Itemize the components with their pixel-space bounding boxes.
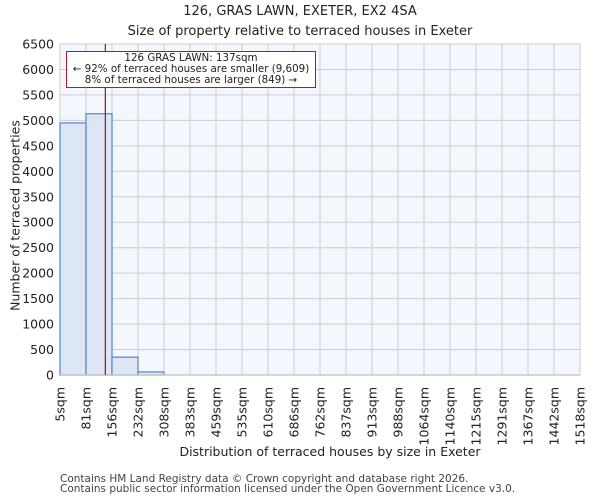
x-tick-label: 1215sqm bbox=[469, 387, 484, 445]
x-tick-label: 610sqm bbox=[261, 387, 276, 437]
x-tick-label: 459sqm bbox=[209, 387, 224, 437]
histogram-bar bbox=[111, 356, 139, 376]
y-tick-label: 3500 bbox=[22, 189, 54, 204]
footer-attribution: Contains HM Land Registry data © Crown c… bbox=[60, 473, 516, 495]
x-tick-label: 81sqm bbox=[79, 387, 94, 430]
x-tick-label: 762sqm bbox=[313, 387, 328, 437]
y-tick-label: 2000 bbox=[22, 266, 54, 281]
y-tick-label: 500 bbox=[30, 342, 54, 357]
chart-subtitle: Size of property relative to terraced ho… bbox=[127, 24, 473, 39]
y-tick-label: 1000 bbox=[22, 317, 54, 332]
y-tick-label: 2500 bbox=[22, 240, 54, 255]
x-tick-label: 1064sqm bbox=[417, 387, 432, 445]
y-tick-label: 3000 bbox=[22, 215, 54, 230]
histogram-bar bbox=[85, 113, 113, 376]
y-tick-label: 6500 bbox=[22, 37, 54, 52]
annotation-line-2: ← 92% of terraced houses are smaller (9,… bbox=[72, 63, 310, 75]
y-tick-label: 4000 bbox=[22, 164, 54, 179]
x-tick-label: 232sqm bbox=[131, 387, 146, 437]
x-tick-label: 1518sqm bbox=[573, 387, 588, 445]
x-tick-label: 686sqm bbox=[287, 387, 302, 437]
histogram-bar bbox=[59, 122, 87, 376]
y-tick-label: 5000 bbox=[22, 113, 54, 128]
footer-line-1: Contains HM Land Registry data © Crown c… bbox=[60, 473, 469, 485]
y-tick-label: 5500 bbox=[22, 87, 54, 102]
x-tick-label: 1367sqm bbox=[521, 387, 536, 445]
x-axis-label: Distribution of terraced houses by size … bbox=[179, 444, 481, 459]
x-tick-label: 913sqm bbox=[365, 387, 380, 437]
annotation-line-1: 126 GRAS LAWN: 137sqm bbox=[124, 52, 258, 64]
x-tick-label: 308sqm bbox=[157, 387, 172, 437]
x-tick-label: 535sqm bbox=[235, 387, 250, 437]
y-axis-label: Number of terraced properties bbox=[7, 120, 23, 311]
chart-title: 126, GRAS LAWN, EXETER, EX2 4SA bbox=[183, 4, 417, 19]
x-tick-label: 383sqm bbox=[183, 387, 198, 437]
x-tick-label: 988sqm bbox=[391, 387, 406, 437]
x-tick-label: 837sqm bbox=[339, 387, 354, 437]
x-tick-label: 156sqm bbox=[105, 387, 120, 437]
y-tick-label: 1500 bbox=[22, 291, 54, 306]
y-tick-label: 4500 bbox=[22, 138, 54, 153]
footer-line-2: Contains public sector information licen… bbox=[60, 483, 516, 495]
x-tick-label: 1442sqm bbox=[547, 387, 562, 445]
x-tick-label: 5sqm bbox=[53, 387, 68, 422]
annotation-line-3: 8% of terraced houses are larger (849) → bbox=[84, 74, 298, 86]
y-tick-label: 0 bbox=[46, 368, 54, 383]
x-tick-label: 1291sqm bbox=[495, 387, 510, 445]
x-tick-label: 1140sqm bbox=[443, 387, 458, 445]
property-annotation-box: 126 GRAS LAWN: 137sqm ← 92% of terraced … bbox=[66, 51, 316, 88]
y-tick-label: 6000 bbox=[22, 62, 54, 77]
